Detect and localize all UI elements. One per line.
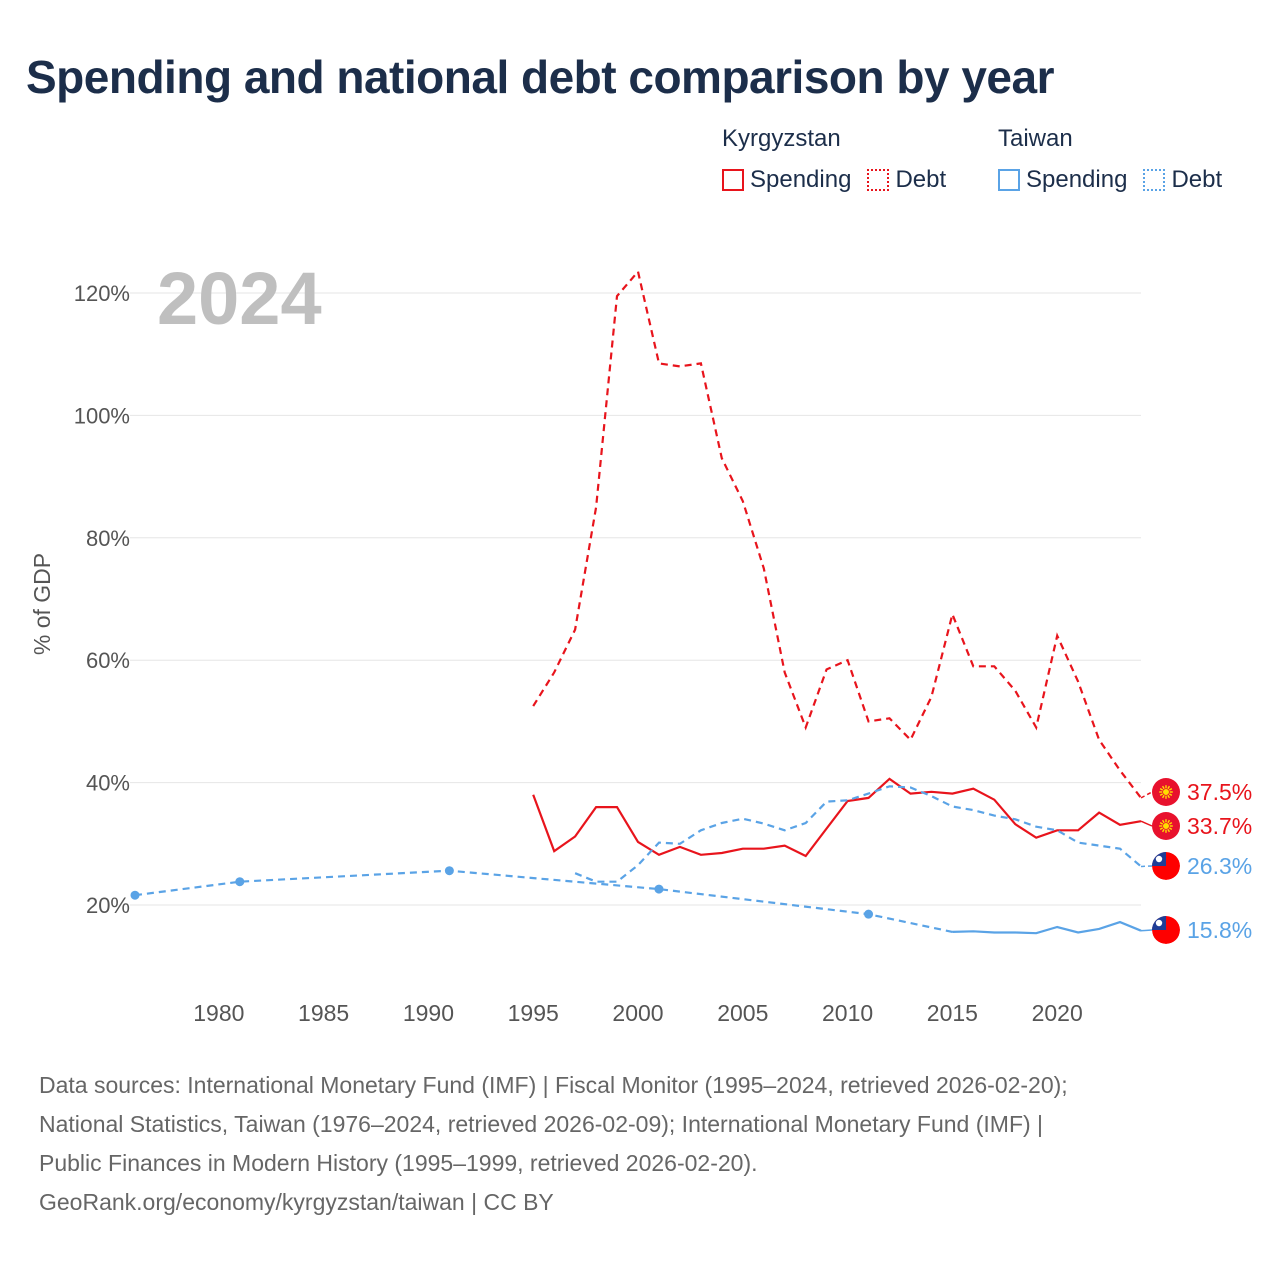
series-line-taiwan-debt[interactable] bbox=[574, 785, 1142, 883]
taiwan-flag-icon bbox=[1152, 852, 1180, 880]
x-tick-label: 2015 bbox=[927, 1000, 978, 1026]
y-tick-label: 100% bbox=[74, 403, 130, 428]
x-tick-label: 2000 bbox=[612, 1000, 663, 1026]
x-tick-label: 1995 bbox=[508, 1000, 559, 1026]
end-labels: 37.5% 33.7% 26.3% 15.8% bbox=[1140, 778, 1252, 944]
x-tick-label: 2010 bbox=[822, 1000, 873, 1026]
legend-item-kyrgyzstan-debt[interactable]: Debt bbox=[867, 166, 946, 194]
end-value-label: 33.7% bbox=[1187, 813, 1252, 839]
x-tick-label: 1990 bbox=[403, 1000, 454, 1026]
dotted-swatch-icon bbox=[1143, 169, 1166, 191]
data-point-marker[interactable] bbox=[654, 884, 664, 894]
legend-item-label: Spending bbox=[750, 166, 852, 193]
x-tick-label: 1980 bbox=[193, 1000, 244, 1026]
end-value-label: 26.3% bbox=[1187, 853, 1252, 879]
end-connector bbox=[1140, 929, 1153, 932]
legend-item-label: Debt bbox=[1171, 166, 1223, 193]
y-tick-label: 20% bbox=[86, 893, 130, 918]
legend-item-label: Debt bbox=[895, 166, 947, 193]
year-watermark: 2024 bbox=[157, 257, 322, 340]
data-point-marker[interactable] bbox=[864, 909, 874, 919]
end-value-label: 37.5% bbox=[1187, 779, 1252, 805]
source-line: Data sources: International Monetary Fun… bbox=[39, 1072, 1068, 1098]
source-line: National Statistics, Taiwan (1976–2024, … bbox=[39, 1111, 1044, 1137]
legend-item-kyrgyzstan-spending[interactable]: Spending bbox=[722, 166, 851, 194]
solid-swatch-icon bbox=[722, 169, 744, 191]
gridlines bbox=[130, 292, 1141, 906]
kyrgyzstan-flag-icon bbox=[1152, 812, 1180, 840]
source-line: Public Finances in Modern History (1995–… bbox=[39, 1150, 758, 1176]
kyrgyzstan-flag-icon bbox=[1152, 778, 1180, 806]
legend-country-label: Kyrgyzstan bbox=[722, 125, 841, 152]
x-axis: 1980 1985 1990 1995 2000 2005 2010 2015 2020 bbox=[193, 1000, 1083, 1026]
y-tick-label: 40% bbox=[86, 771, 130, 796]
data-point-marker[interactable] bbox=[444, 866, 454, 876]
y-tick-label: 60% bbox=[86, 648, 130, 673]
line-chart: 2024 20%40%60%80%100%120% 1980 1985 1990 19… bbox=[29, 257, 1252, 1026]
end-value-label: 15.8% bbox=[1187, 917, 1252, 943]
source-link[interactable]: GeoRank.org/economy/kyrgyzstan/taiwan | … bbox=[39, 1189, 554, 1215]
legend-item-label: Spending bbox=[1026, 166, 1128, 193]
taiwan-flag-icon bbox=[1152, 916, 1180, 944]
legend-group-taiwan: Taiwan Spending Debt bbox=[998, 124, 1222, 194]
legend-item-taiwan-debt[interactable]: Debt bbox=[1143, 166, 1222, 194]
data-point-marker[interactable] bbox=[235, 877, 245, 887]
x-tick-label: 2020 bbox=[1032, 1000, 1083, 1026]
series-line-kyrgyzstan-debt[interactable] bbox=[532, 269, 1142, 799]
x-tick-label: 1985 bbox=[298, 1000, 349, 1026]
source-note: Data sources: International Monetary Fun… bbox=[39, 1066, 1259, 1222]
dotted-swatch-icon bbox=[867, 169, 890, 191]
y-axis: 20% 40% 60% 80% 100% 120% bbox=[74, 281, 130, 918]
data-point-marker[interactable] bbox=[130, 890, 140, 900]
x-tick-label: 2005 bbox=[717, 1000, 768, 1026]
y-tick-label: 80% bbox=[86, 526, 130, 551]
solid-swatch-icon bbox=[998, 169, 1020, 191]
legend-item-taiwan-spending[interactable]: Spending bbox=[998, 166, 1127, 194]
end-connector bbox=[1140, 820, 1153, 827]
series-line-taiwan-spending-dashed[interactable] bbox=[134, 869, 953, 933]
series-layer bbox=[130, 269, 1142, 935]
y-tick-label: 120% bbox=[74, 281, 130, 306]
end-connector bbox=[1140, 791, 1153, 799]
series-line-kyrgyzstan-spending[interactable] bbox=[532, 777, 1142, 858]
series-line-taiwan-spending-solid[interactable] bbox=[952, 920, 1142, 935]
legend-country-label: Taiwan bbox=[998, 125, 1073, 152]
y-axis-label: % of GDP bbox=[29, 553, 55, 655]
chart-title: Spending and national debt comparison by… bbox=[26, 51, 1055, 103]
legend-group-kyrgyzstan: Kyrgyzstan Spending Debt bbox=[722, 124, 946, 194]
